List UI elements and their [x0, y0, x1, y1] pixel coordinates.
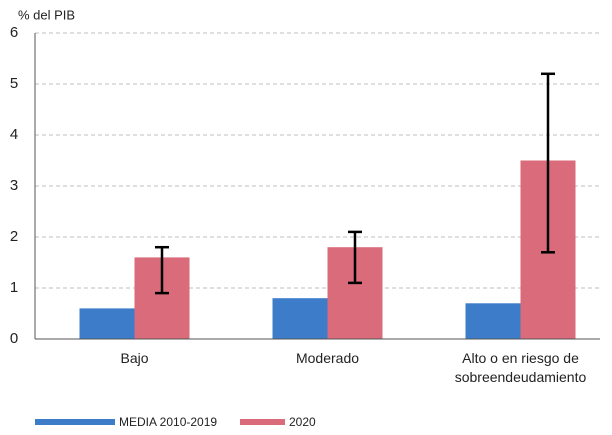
bar — [272, 298, 328, 339]
x-tick-label-box: Bajo — [120, 350, 149, 366]
y-tick-label: 6 — [10, 24, 18, 41]
x-tick-label: Bajo — [120, 350, 149, 366]
y-axis-label: % del PIB — [18, 7, 75, 22]
error-bar — [541, 72, 555, 254]
y-tick-label: 1 — [10, 279, 18, 296]
y-tick-label: 2 — [10, 228, 18, 245]
x-tick-label-box: Moderado — [295, 350, 360, 366]
legend-swatch — [240, 419, 285, 425]
legend-label: 2020 — [289, 415, 316, 429]
x-tick-label: Moderado — [295, 350, 360, 366]
legend-label: MEDIA 2010-2019 — [119, 415, 217, 429]
y-tick-label: 0 — [10, 330, 18, 347]
legend-swatch — [35, 419, 115, 425]
error-bar — [348, 230, 362, 285]
bar — [465, 303, 521, 339]
x-tick-label: Alto o en riesgo de sobreendeudamiento — [454, 350, 587, 385]
x-tick-label-box: Alto o en riesgo de sobreendeudamiento — [454, 350, 587, 385]
bar — [79, 308, 135, 339]
error-bar — [155, 245, 169, 295]
y-tick-label: 5 — [10, 75, 18, 92]
y-tick-label: 4 — [10, 126, 18, 143]
y-tick-label: 3 — [10, 177, 18, 194]
